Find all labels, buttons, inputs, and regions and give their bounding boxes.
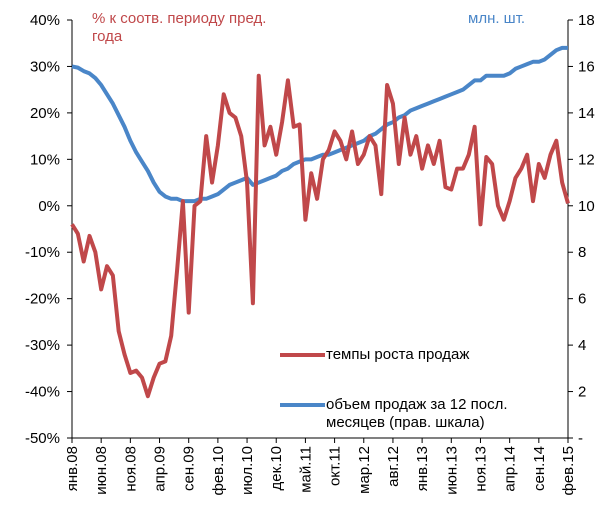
y2-tick-label: - — [578, 430, 583, 447]
x-tick-label: янв.08 — [64, 446, 81, 491]
x-tick-label: июл.10 — [239, 446, 256, 495]
y-tick-label: 40% — [30, 12, 60, 29]
y2-tick-label: 12 — [578, 151, 595, 168]
y-tick-label: 30% — [30, 58, 60, 75]
y2-tick-label: 6 — [578, 291, 586, 308]
y-tick-label: 20% — [30, 105, 60, 122]
x-tick-label: ноя.08 — [122, 446, 139, 492]
y-tick-label: -40% — [25, 384, 60, 401]
x-tick-label: мар.12 — [356, 446, 373, 494]
legend-label: темпы роста продаж — [326, 346, 470, 363]
y2-tick-label: 2 — [578, 384, 586, 401]
x-tick-label: окт.11 — [327, 446, 344, 486]
x-tick-label: дек.10 — [268, 446, 285, 491]
y-tick-label: -50% — [25, 430, 60, 447]
series-line — [70, 73, 570, 399]
x-tick-label: ноя.13 — [472, 446, 489, 492]
x-tick-label: янв.13 — [414, 446, 431, 491]
series-line — [71, 45, 568, 204]
x-tick-label: июн.13 — [443, 446, 460, 495]
y2-tick-label: 10 — [578, 198, 595, 215]
y2-tick-label: 8 — [578, 244, 586, 261]
y2-tick-label: 14 — [578, 105, 595, 122]
y-tick-label: 0% — [38, 198, 60, 215]
x-tick-label: апр.14 — [502, 446, 519, 492]
y-tick-label: -30% — [25, 337, 60, 354]
y-tick-label: -20% — [25, 291, 60, 308]
y2-tick-label: 16 — [578, 58, 595, 75]
x-tick-label: фев.15 — [560, 446, 577, 496]
x-tick-label: авг.12 — [385, 446, 402, 487]
x-tick-label: сен.09 — [181, 446, 198, 491]
y-tick-label: 10% — [30, 151, 60, 168]
x-tick-label: май.11 — [297, 446, 314, 493]
y-axis-label: % к соотв. периоду пред. года — [92, 10, 267, 45]
x-tick-label: сен.14 — [531, 446, 548, 491]
y2-tick-label: 4 — [578, 337, 586, 354]
x-tick-label: июн.08 — [93, 446, 110, 495]
legend-label: объем продаж за 12 посл. месяцев (прав. … — [326, 396, 508, 431]
y2-tick-label: 18 — [578, 12, 595, 29]
y-tick-label: -10% — [25, 244, 60, 261]
y2-axis-label: млн. шт. — [468, 10, 526, 27]
x-tick-label: фев.10 — [210, 446, 227, 496]
x-tick-label: апр.09 — [152, 446, 169, 492]
